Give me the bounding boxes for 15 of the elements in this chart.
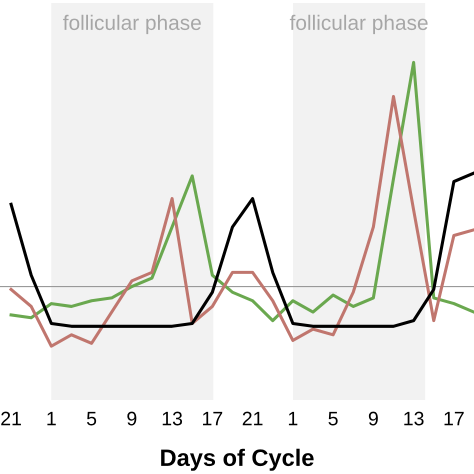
- x-tick-label: 13: [404, 412, 424, 426]
- x-tick-label: 17: [203, 412, 222, 426]
- x-tick-label: 21: [242, 412, 262, 426]
- text: follicular phase: [290, 14, 428, 34]
- text: follicular phase: [63, 14, 201, 34]
- x-tick-label: 1: [47, 412, 56, 426]
- x-tick-label: 13: [162, 412, 182, 426]
- x-tick-label: 1: [288, 412, 298, 426]
- x-tick-label: 9: [368, 412, 378, 426]
- x-tick-label: 17: [444, 412, 464, 426]
- x-tick-label: 5: [86, 412, 96, 426]
- x-tick-label: 21: [1, 412, 21, 426]
- x-tick-label: 5: [328, 412, 338, 426]
- x-tick-label: 9: [127, 412, 136, 426]
- x-axis-title: Days of Cycle: [161, 448, 314, 471]
